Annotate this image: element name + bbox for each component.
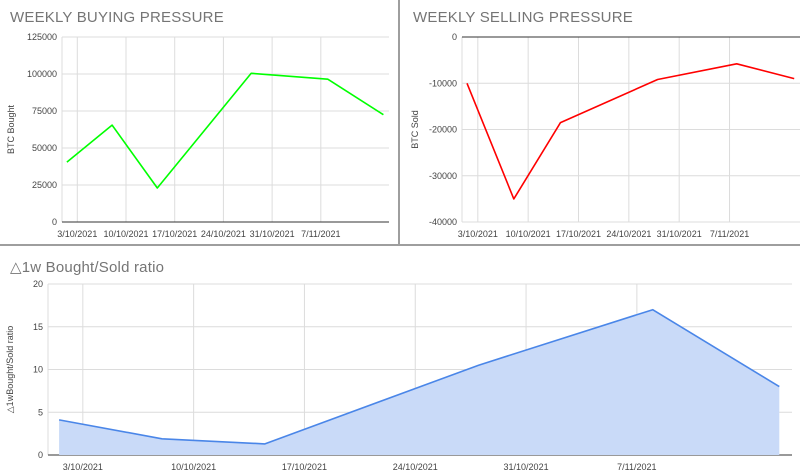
- x-tick-label: 3/10/2021: [63, 462, 103, 471]
- chart-title: WEEKLY BUYING PRESSURE: [10, 9, 224, 26]
- y-tick-label: 10: [33, 365, 43, 375]
- x-tick-label: 31/10/2021: [250, 229, 295, 239]
- x-tick-label: 7/11/2021: [617, 462, 656, 471]
- y-axis-label: BTC Sold: [410, 110, 420, 149]
- y-tick-label: 5: [38, 407, 43, 417]
- x-tick-label: 10/10/2021: [103, 229, 148, 239]
- x-tick-label: 7/11/2021: [710, 229, 749, 239]
- y-tick-label: 20: [33, 279, 43, 289]
- buying-pressure-chart: WEEKLY BUYING PRESSURE 3/10/2021 10/10/20…: [0, 0, 399, 244]
- y-tick-label: 15: [33, 322, 43, 332]
- selling-pressure-plot: 3/10/2021 10/10/2021 17/10/2021 24/10/2021 3…: [410, 32, 800, 239]
- x-tick-label: 31/10/2021: [657, 229, 702, 239]
- x-tick-label: 17/10/2021: [282, 462, 327, 471]
- x-tick-label: 24/10/2021: [201, 229, 246, 239]
- series-line: [58, 308, 780, 445]
- y-axis-label: △1wBought/Sold ratio: [5, 326, 15, 413]
- buying-pressure-plot: 3/10/2021 10/10/2021 17/10/2021 24/10/2021 3…: [6, 32, 389, 239]
- series-line: [66, 72, 384, 189]
- y-tick-label: 0: [452, 32, 457, 42]
- y-tick-label: 0: [38, 450, 43, 460]
- y-tick-label: 100000: [27, 69, 57, 79]
- x-tick-label: 31/10/2021: [504, 462, 549, 471]
- y-axis-label: BTC Bought: [6, 104, 16, 154]
- x-tick-label: 3/10/2021: [57, 229, 97, 239]
- series-line: [466, 63, 795, 200]
- x-tick-label: 7/11/2021: [301, 229, 340, 239]
- x-tick-label: 24/10/2021: [606, 229, 651, 239]
- panel-divider-vertical: [398, 0, 400, 245]
- y-tick-label: 75000: [32, 106, 57, 116]
- y-tick-label: 125000: [27, 32, 57, 42]
- x-tick-label: 17/10/2021: [556, 229, 601, 239]
- x-tick-label: 10/10/2021: [171, 462, 216, 471]
- y-tick-label: -30000: [429, 171, 457, 181]
- y-tick-label: -40000: [429, 217, 457, 227]
- chart-title: △1w Bought/Sold ratio: [10, 259, 165, 276]
- series-area: [59, 309, 780, 455]
- selling-pressure-chart: WEEKLY SELLING PRESSURE 3/10/2021 10/10/2…: [400, 0, 800, 244]
- x-tick-label: 24/10/2021: [393, 462, 438, 471]
- y-tick-label: -10000: [429, 78, 457, 88]
- y-tick-label: -20000: [429, 125, 457, 135]
- y-tick-label: 0: [52, 217, 57, 227]
- x-tick-label: 3/10/2021: [458, 229, 498, 239]
- y-tick-label: 25000: [32, 180, 57, 190]
- x-tick-label: 10/10/2021: [506, 229, 551, 239]
- bought-sold-ratio-chart: △1w Bought/Sold ratio 3/10/2021 10/10/202…: [0, 246, 800, 471]
- bought-sold-ratio-plot: 3/10/2021 10/10/2021 17/10/2021 24/10/2021 3…: [5, 279, 792, 471]
- chart-title: WEEKLY SELLING PRESSURE: [413, 9, 633, 26]
- x-tick-label: 17/10/2021: [152, 229, 197, 239]
- panel-divider-horizontal: [0, 244, 800, 246]
- y-tick-label: 50000: [32, 143, 57, 153]
